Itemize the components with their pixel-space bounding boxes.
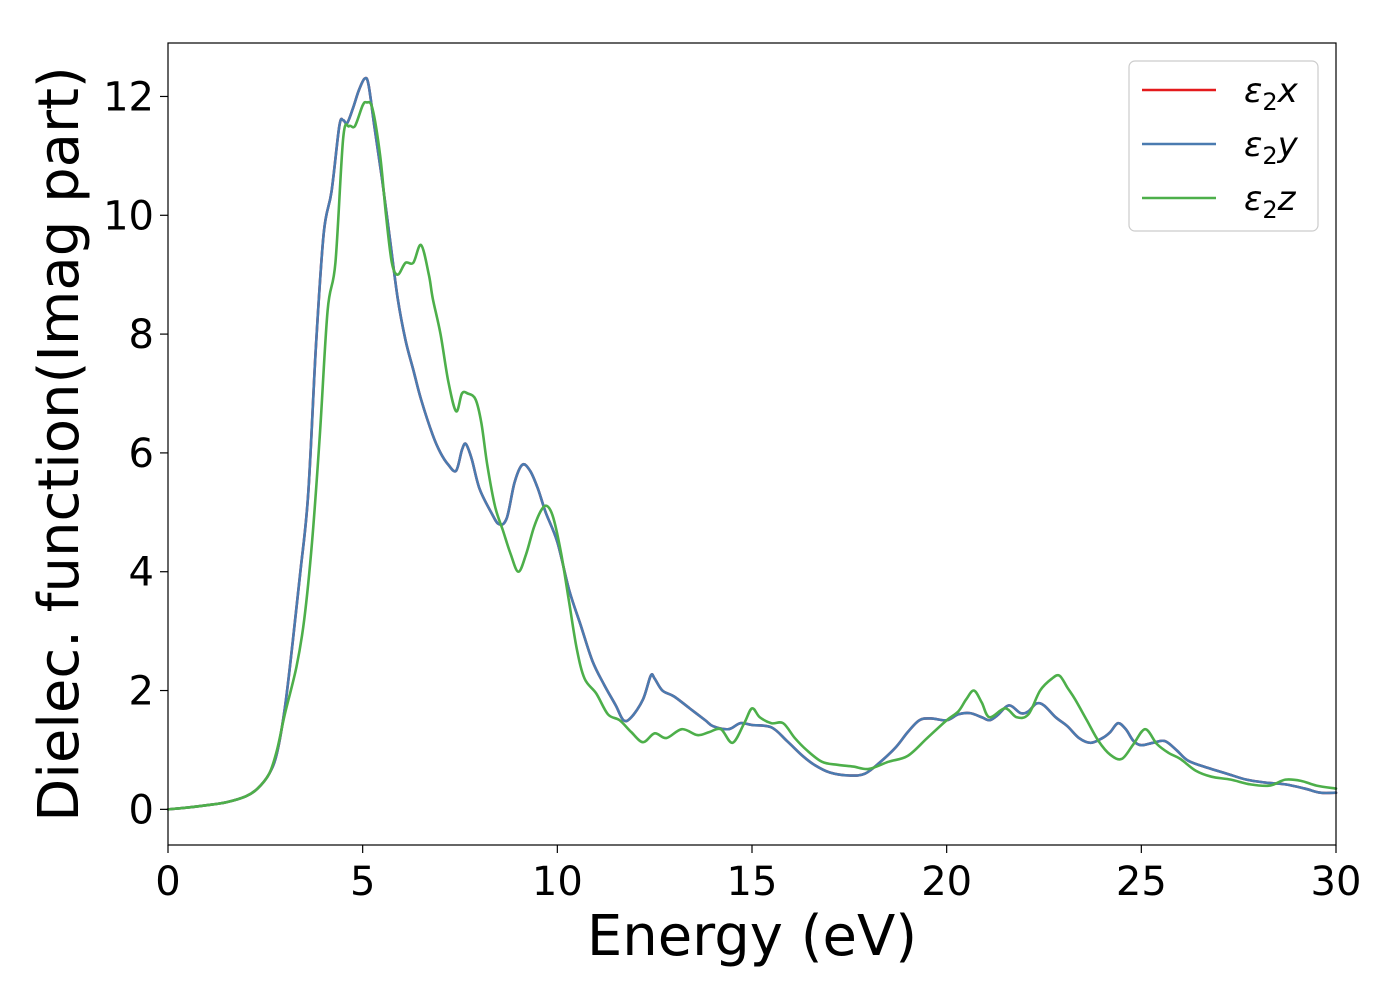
legend-label-subscript: 2 bbox=[1262, 142, 1277, 170]
y-tick-label: 2 bbox=[129, 669, 154, 715]
legend-label-variable: z bbox=[1277, 179, 1297, 219]
x-tick-label: 30 bbox=[1311, 859, 1362, 905]
series-line-y bbox=[166, 76, 1338, 811]
y-tick-label: 0 bbox=[129, 787, 154, 833]
y-axis: 0 2 4 6 8 10 12 bbox=[103, 74, 168, 833]
x-tick-label: 5 bbox=[350, 859, 375, 905]
legend-label-symbol: ε bbox=[1244, 71, 1262, 111]
y-tick-label: 12 bbox=[103, 74, 154, 120]
y-tick-label: 10 bbox=[103, 193, 154, 239]
series-layer bbox=[166, 76, 1338, 811]
y-tick-label: 4 bbox=[129, 550, 154, 596]
legend-label-x: ε2x bbox=[1244, 71, 1299, 116]
legend-box bbox=[1128, 60, 1319, 232]
x-tick-label: 25 bbox=[1116, 859, 1167, 905]
legend-label-subscript: 2 bbox=[1262, 88, 1277, 116]
legend-label-symbol: ε bbox=[1244, 125, 1262, 165]
legend-label-variable: y bbox=[1277, 125, 1299, 165]
x-tick-label: 0 bbox=[155, 859, 180, 905]
x-axis: 0 5 10 15 20 25 30 bbox=[155, 845, 1361, 905]
legend-label-variable: x bbox=[1277, 71, 1299, 111]
legend-label-subscript: 2 bbox=[1262, 196, 1277, 224]
legend-label-symbol: ε bbox=[1244, 179, 1262, 219]
y-axis-title: Dielec. function(Imag part) bbox=[27, 66, 92, 822]
x-tick-label: 15 bbox=[727, 859, 778, 905]
y-tick-label: 6 bbox=[129, 431, 154, 477]
y-tick-label: 8 bbox=[129, 312, 154, 358]
legend-label-y: ε2y bbox=[1244, 125, 1299, 170]
x-axis-title: Energy (eV) bbox=[587, 904, 917, 969]
x-tick-label: 10 bbox=[532, 859, 583, 905]
legend-label-z: ε2z bbox=[1244, 179, 1297, 224]
series-line-z bbox=[166, 100, 1338, 811]
x-tick-label: 20 bbox=[921, 859, 972, 905]
